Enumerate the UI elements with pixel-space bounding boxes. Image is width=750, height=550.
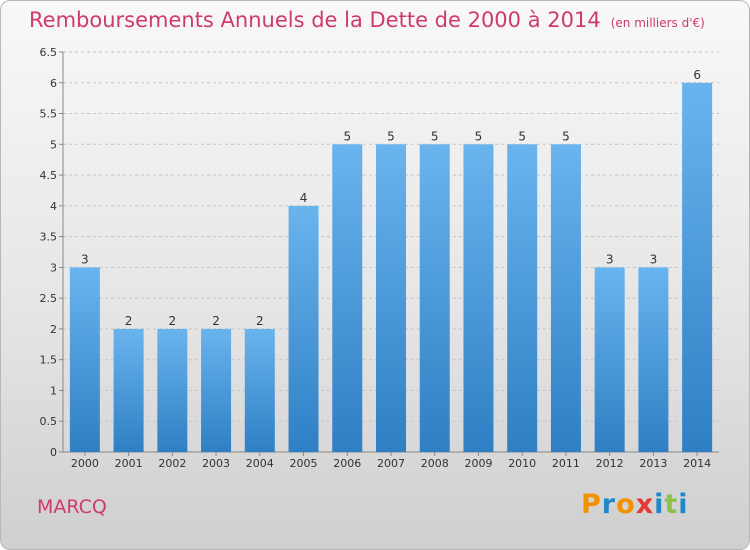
x-tick-label-2000: 2000 xyxy=(71,457,99,470)
x-tick-label-2013: 2013 xyxy=(639,457,667,470)
labels: 0 0.5 1 1.5 2 2.5 3 3.5 4 4.5 5 5.5 6 6.5 3 2000 2 2001 2 2… xyxy=(40,46,712,470)
chart-title: Remboursements Annuels de la Dette de 20… xyxy=(29,8,705,32)
bar-2008 xyxy=(419,144,450,453)
bar-2004 xyxy=(244,328,275,452)
commune-name: MARCQ xyxy=(37,496,107,518)
y-tick-label: 4 xyxy=(50,200,57,213)
bar-2000 xyxy=(69,267,100,452)
y-tick-label: 6.5 xyxy=(40,46,58,59)
data-label-2011: 5 xyxy=(562,129,570,143)
data-label-2005: 4 xyxy=(300,191,308,205)
logo-letter: i xyxy=(678,489,689,520)
logo-letter: r xyxy=(601,489,617,520)
bar-2007 xyxy=(376,144,406,453)
bar-2011 xyxy=(550,144,581,453)
bar-2006 xyxy=(332,144,363,453)
x-tick-label-2001: 2001 xyxy=(115,457,143,470)
bar-2005 xyxy=(288,205,319,452)
x-tick-label-2003: 2003 xyxy=(202,457,230,470)
bar-2009 xyxy=(463,144,494,453)
x-tick-label-2009: 2009 xyxy=(464,457,492,470)
y-tick-label: 4.5 xyxy=(40,169,58,182)
y-tick-label: 1 xyxy=(50,384,57,397)
data-label-2012: 3 xyxy=(606,252,614,266)
chart-unit: (en milliers d'€) xyxy=(610,16,705,30)
logo-letter: i xyxy=(654,489,665,520)
x-tick-label-2012: 2012 xyxy=(596,457,624,470)
bar-2003 xyxy=(201,328,232,452)
y-tick-label: 0.5 xyxy=(40,415,58,428)
data-label-2010: 5 xyxy=(518,129,526,143)
x-tick-label-2011: 2011 xyxy=(552,457,580,470)
x-tick-label-2005: 2005 xyxy=(290,457,318,470)
bar-2013 xyxy=(638,267,669,452)
y-tick-label: 2 xyxy=(50,323,57,336)
y-tick-label: 3.5 xyxy=(40,231,58,244)
y-tick-label: 3 xyxy=(50,261,57,274)
data-label-2014: 6 xyxy=(693,68,701,82)
y-tick-label: 5.5 xyxy=(40,108,58,121)
data-label-2008: 5 xyxy=(431,129,439,143)
data-label-2013: 3 xyxy=(650,252,658,266)
data-label-2009: 5 xyxy=(475,129,483,143)
x-tick-label-2006: 2006 xyxy=(333,457,361,470)
data-label-2003: 2 xyxy=(212,314,220,328)
proxiti-logo: Proxiti xyxy=(581,489,689,520)
data-label-2004: 2 xyxy=(256,314,264,328)
y-tick-label: 1.5 xyxy=(40,354,58,367)
x-tick-label-2010: 2010 xyxy=(508,457,536,470)
logo-letter: o xyxy=(616,489,636,520)
data-label-2000: 3 xyxy=(81,252,89,266)
y-tick-label: 6 xyxy=(50,77,57,90)
data-label-2001: 2 xyxy=(125,314,133,328)
x-tick-label-2004: 2004 xyxy=(246,457,274,470)
x-tick-label-2002: 2002 xyxy=(158,457,186,470)
x-tick-label-2014: 2014 xyxy=(683,457,711,470)
data-label-2002: 2 xyxy=(169,314,177,328)
y-tick-label: 5 xyxy=(50,138,57,151)
bar-2014 xyxy=(682,82,713,453)
y-tick-label: 2.5 xyxy=(40,292,58,305)
logo-letter: x xyxy=(635,489,655,520)
logo-letter: P xyxy=(581,489,602,520)
bar-2002 xyxy=(157,328,188,452)
bars xyxy=(69,82,713,453)
y-tick-label: 0 xyxy=(50,446,57,459)
x-tick-label-2008: 2008 xyxy=(421,457,449,470)
data-label-2006: 5 xyxy=(343,129,351,143)
logo-letter: t xyxy=(664,489,679,520)
x-tick-label-2007: 2007 xyxy=(377,457,405,470)
bar-2001 xyxy=(113,328,144,452)
data-label-2007: 5 xyxy=(387,129,395,143)
bar-2010 xyxy=(507,144,538,453)
bar-2012 xyxy=(594,267,625,452)
chart-title-text: Remboursements Annuels de la Dette de 20… xyxy=(29,8,601,32)
